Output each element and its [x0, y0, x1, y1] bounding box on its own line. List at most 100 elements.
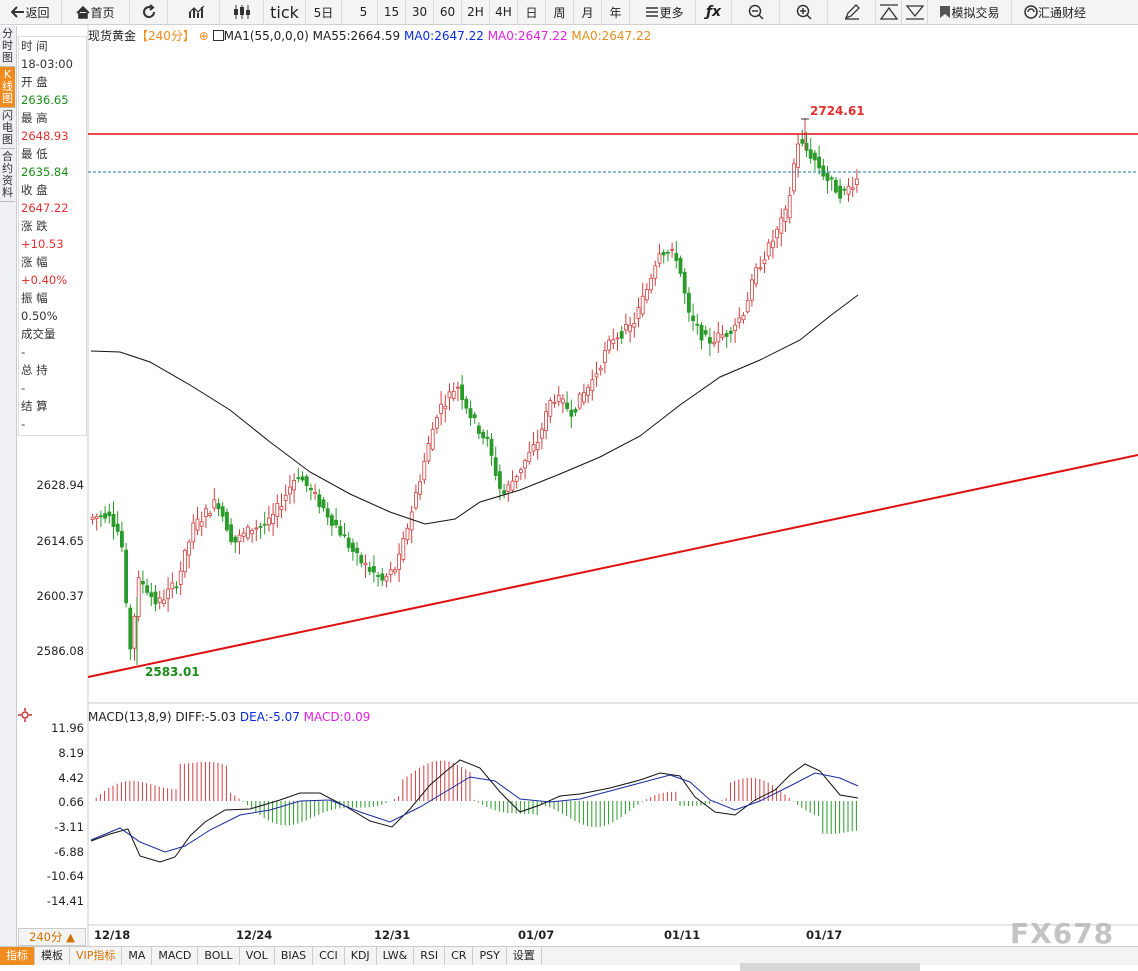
indicator-tab[interactable]: CCI	[313, 947, 345, 965]
home-button[interactable]: 首页	[62, 0, 130, 24]
period-15-label: 15	[383, 5, 400, 19]
candle-body	[657, 253, 662, 264]
candle-body	[678, 257, 683, 274]
indicator-tab[interactable]: VIP指标	[70, 947, 123, 965]
period-year[interactable]: 年	[602, 0, 630, 24]
line-chart-icon	[188, 5, 204, 18]
brand-button[interactable]: 汇通财经	[1012, 0, 1098, 24]
candle-body	[313, 492, 318, 494]
indicator-box-icon[interactable]	[212, 30, 224, 41]
candlestick-button[interactable]	[220, 0, 264, 24]
candle-body	[792, 163, 796, 192]
sim-trade-button[interactable]: 模拟交易	[928, 0, 1012, 24]
period-day-label: 日	[525, 5, 538, 20]
indicator-tab[interactable]: KDJ	[345, 947, 377, 965]
indicator-tab[interactable]: BIAS	[275, 947, 314, 965]
period-month[interactable]: 月	[574, 0, 602, 24]
period-day[interactable]: 日	[518, 0, 546, 24]
candle-body	[380, 573, 385, 581]
period-select-button[interactable]: 240分 ▲	[18, 928, 86, 946]
period-5-label: 5	[359, 5, 368, 19]
candle-body	[334, 519, 339, 526]
tab-timeshare[interactable]: 分时图	[0, 26, 15, 67]
candle-body	[682, 271, 687, 294]
macd-y-tick: 4.42	[58, 771, 84, 785]
indicator-tab[interactable]: 设置	[507, 947, 542, 965]
candle-body	[174, 586, 179, 589]
indicator-tab[interactable]: VOL	[240, 947, 275, 965]
refresh-button[interactable]	[130, 0, 168, 24]
candle-body	[485, 436, 490, 439]
candle-body	[544, 411, 548, 431]
candle-body	[573, 408, 578, 413]
menu-icon	[646, 7, 659, 17]
indicator-tab[interactable]: CR	[445, 947, 474, 965]
candle-body	[325, 508, 330, 518]
macd-y-tick: -10.64	[46, 869, 84, 883]
indicator-tab[interactable]: RSI	[414, 947, 446, 965]
indicator-tab[interactable]: 模板	[35, 947, 70, 965]
tab-contract[interactable]: 合约资料	[0, 149, 15, 202]
indicator-tab[interactable]: PSY	[473, 947, 507, 965]
candle-body	[203, 508, 208, 517]
tab-flash[interactable]: 闪电图	[0, 108, 15, 149]
ma55-line	[90, 294, 859, 525]
candle-body	[304, 476, 309, 487]
symbol-name: 现货黄金	[88, 29, 137, 43]
tick-button[interactable]: tick	[264, 0, 306, 24]
macd-y-tick: 0.66	[58, 795, 84, 809]
indicator-tab[interactable]: 指标	[0, 947, 35, 965]
candle-body	[779, 217, 784, 234]
candle-body	[687, 292, 691, 313]
period-5day[interactable]: 5日	[306, 0, 342, 24]
info-value: +10.53	[21, 237, 64, 251]
period-week[interactable]: 周	[546, 0, 574, 24]
info-value: 2648.93	[21, 129, 69, 143]
period-4h[interactable]: 4H	[490, 0, 518, 24]
period-60[interactable]: 60	[434, 0, 462, 24]
period-30[interactable]: 30	[406, 0, 434, 24]
candle-body	[99, 515, 103, 518]
macd-y-tick: 8.19	[58, 746, 84, 760]
candle-body	[645, 289, 649, 301]
settings-gear-icon[interactable]: ⊕	[198, 29, 209, 43]
candle-body	[115, 523, 120, 532]
candle-body	[829, 177, 834, 180]
tick-label: tick	[270, 2, 299, 22]
more-button[interactable]: 更多	[634, 0, 696, 24]
candle-body	[132, 615, 137, 649]
triangle-down-button[interactable]	[902, 0, 928, 24]
draw-button[interactable]	[828, 0, 876, 24]
candle-body	[187, 541, 192, 556]
period-15[interactable]: 15	[378, 0, 406, 24]
period-5day-label: 5日	[313, 5, 334, 20]
zoom-in-button[interactable]	[780, 0, 828, 24]
candle-body	[611, 339, 616, 344]
period-2h[interactable]: 2H	[462, 0, 490, 24]
indicator-tab[interactable]: LW&	[377, 947, 415, 965]
candle-body	[464, 398, 469, 409]
y-tick-label: 2614.65	[36, 534, 84, 548]
triangle-up-button[interactable]	[876, 0, 902, 24]
candle-body	[384, 575, 389, 582]
candle-body	[296, 477, 301, 480]
quote-info-panel: 时 间 18-03:00 开 盘 2636.65 最 高 2648.93 最 低 2635.8…	[18, 36, 87, 436]
horizontal-scrollbar[interactable]	[740, 963, 920, 971]
period-5[interactable]: 5	[350, 0, 378, 24]
tab-kline[interactable]: K线图	[0, 67, 15, 108]
candle-body	[287, 486, 292, 495]
back-button[interactable]: 返回	[0, 0, 62, 24]
zoom-out-button[interactable]	[732, 0, 780, 24]
indicator-tab[interactable]: BOLL	[198, 947, 240, 965]
candle-body	[468, 408, 473, 419]
macd-settings-icon[interactable]	[18, 708, 32, 722]
line-chart-button[interactable]	[176, 0, 220, 24]
candle-body	[724, 333, 729, 337]
indicator-tab[interactable]: MA	[122, 947, 153, 965]
indicator-tab[interactable]: MACD	[152, 947, 199, 965]
candle-body	[338, 525, 343, 536]
candle-body	[447, 391, 452, 399]
function-button[interactable]: ƒx	[696, 0, 732, 24]
ma1-label: MA1(55,0,0,0)	[223, 29, 309, 43]
